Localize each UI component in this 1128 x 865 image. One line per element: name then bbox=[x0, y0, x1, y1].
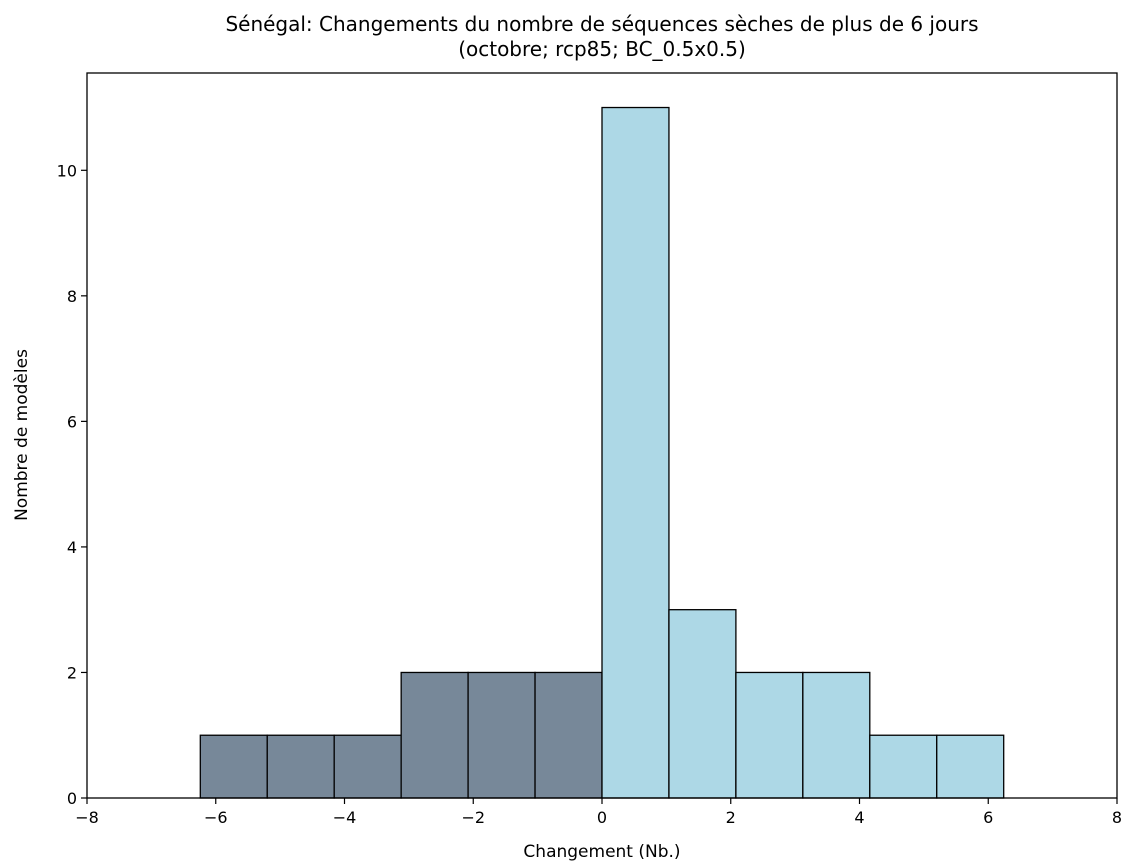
x-tick-label: 2 bbox=[726, 808, 736, 827]
x-tick-label: −4 bbox=[333, 808, 357, 827]
x-tick-label: −2 bbox=[461, 808, 485, 827]
x-tick-label: −6 bbox=[204, 808, 228, 827]
chart-subtitle: (octobre; rcp85; BC_0.5x0.5) bbox=[458, 37, 746, 61]
y-tick-label: 8 bbox=[67, 287, 77, 306]
histogram-bar-1 bbox=[266, 734, 335, 799]
histogram-bar-4 bbox=[467, 671, 536, 799]
x-axis-ticks: −8 −6 −4 −2 0 2 4 6 8 bbox=[75, 798, 1122, 827]
x-axis-label: Changement (Nb.) bbox=[523, 842, 680, 862]
histogram-bar-9 bbox=[802, 671, 871, 799]
histogram-bar-2 bbox=[333, 734, 402, 799]
histogram-bar-0 bbox=[199, 734, 268, 799]
histogram-bar-6 bbox=[601, 106, 670, 799]
chart-title: Sénégal: Changements du nombre de séquen… bbox=[225, 12, 978, 36]
histogram-bar-3 bbox=[400, 671, 469, 799]
plot-frame bbox=[86, 72, 1118, 799]
histogram-bar-11 bbox=[936, 734, 1005, 799]
x-tick-label: 0 bbox=[597, 808, 607, 827]
y-axis-ticks: 0 2 4 6 8 10 bbox=[57, 161, 87, 808]
histogram-bar-10 bbox=[869, 734, 938, 799]
y-tick-label: 2 bbox=[67, 663, 77, 682]
y-axis-label: Nombre de modèles bbox=[12, 349, 32, 521]
x-tick-label: −8 bbox=[75, 808, 99, 827]
y-tick-label: 4 bbox=[67, 538, 77, 557]
bars-group bbox=[199, 106, 1005, 799]
histogram-bar-7 bbox=[668, 609, 737, 799]
y-tick-label: 10 bbox=[57, 161, 77, 180]
y-tick-label: 0 bbox=[67, 789, 77, 808]
x-tick-label: 4 bbox=[854, 808, 864, 827]
y-tick-label: 6 bbox=[67, 412, 77, 431]
x-tick-label: 6 bbox=[983, 808, 993, 827]
histogram-bar-5 bbox=[534, 671, 603, 799]
histogram-bar-8 bbox=[735, 671, 804, 799]
x-tick-label: 8 bbox=[1112, 808, 1122, 827]
